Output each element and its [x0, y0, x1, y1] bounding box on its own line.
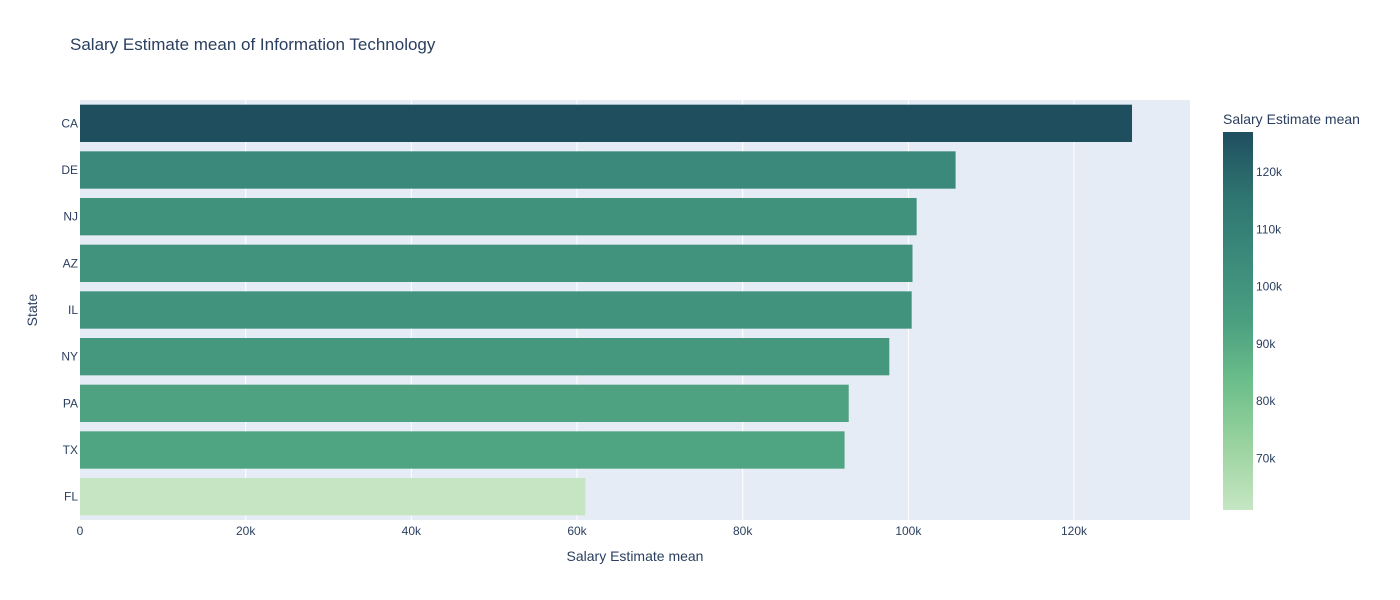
- y-tick-label: AZ: [63, 256, 78, 270]
- colorbar-tick-label: 120k: [1256, 165, 1283, 179]
- colorbar-tick-label: 80k: [1256, 394, 1276, 408]
- bar-nj[interactable]: [80, 198, 917, 236]
- y-tick-labels: CA DE NJ AZ IL NY PA TX FL: [61, 116, 78, 503]
- x-tick-labels: 0 20k 40k 60k 80k 100k 120k: [77, 524, 1088, 538]
- chart-title: Salary Estimate mean of Information Tech…: [70, 35, 436, 54]
- colorbar-title: Salary Estimate mean: [1223, 111, 1360, 127]
- bar-il[interactable]: [80, 291, 912, 329]
- bar-de[interactable]: [80, 151, 956, 189]
- bar-ny[interactable]: [80, 338, 890, 376]
- y-tick-label: CA: [61, 116, 78, 130]
- x-tick-label: 40k: [402, 524, 422, 538]
- x-tick-label: 0: [77, 524, 84, 538]
- x-tick-label: 80k: [733, 524, 753, 538]
- colorbar: [1223, 132, 1253, 510]
- x-tick-label: 20k: [236, 524, 256, 538]
- y-tick-label: PA: [63, 396, 78, 410]
- x-tick-label: 60k: [567, 524, 587, 538]
- x-axis-title: Salary Estimate mean: [567, 548, 704, 564]
- bar-ca[interactable]: [80, 104, 1133, 142]
- colorbar-tick-label: 70k: [1256, 451, 1276, 465]
- bar-tx[interactable]: [80, 431, 845, 469]
- bar-pa[interactable]: [80, 384, 849, 422]
- y-axis-title: State: [24, 293, 40, 326]
- y-tick-label: NJ: [63, 210, 78, 224]
- colorbar-tick-label: 100k: [1256, 280, 1283, 294]
- colorbar-tick-label: 90k: [1256, 337, 1276, 351]
- x-tick-label: 120k: [1061, 524, 1088, 538]
- x-tick-label: 100k: [895, 524, 922, 538]
- colorbar-tick-label: 110k: [1256, 222, 1282, 236]
- bar-fl[interactable]: [80, 478, 586, 516]
- y-tick-label: DE: [61, 163, 78, 177]
- y-tick-label: NY: [61, 350, 78, 364]
- y-tick-label: TX: [63, 443, 78, 457]
- bars: [80, 104, 1133, 516]
- y-tick-label: FL: [64, 490, 78, 504]
- y-tick-label: IL: [68, 303, 78, 317]
- bar-az[interactable]: [80, 244, 913, 282]
- colorbar-tick-labels: 70k 80k 90k 100k 110k 120k: [1256, 165, 1283, 465]
